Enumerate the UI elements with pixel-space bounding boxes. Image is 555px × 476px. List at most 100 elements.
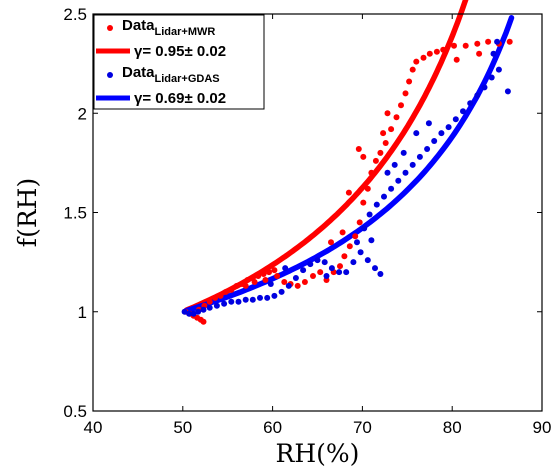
- data-point: [382, 140, 389, 146]
- data-point: [440, 46, 447, 53]
- x-tick-label: 60: [263, 418, 282, 437]
- data-point: [391, 161, 398, 168]
- data-point: [420, 54, 427, 61]
- data-point: [400, 149, 407, 156]
- legend-label-subscript: Lidar+GDAS: [155, 73, 220, 85]
- data-point: [328, 239, 334, 246]
- data-point: [462, 42, 469, 49]
- data-point: [424, 146, 431, 152]
- data-point: [354, 239, 360, 246]
- data-point: [271, 292, 278, 299]
- data-point: [260, 271, 267, 277]
- data-point: [445, 124, 452, 131]
- y-tick-label: 0.5: [63, 402, 87, 421]
- data-point: [300, 267, 307, 274]
- data-point: [402, 90, 409, 97]
- data-point: [341, 253, 348, 260]
- data-point: [294, 282, 301, 289]
- data-point: [242, 296, 249, 303]
- fit-line: [183, 0, 469, 313]
- data-point: [186, 310, 193, 317]
- data-point: [345, 189, 352, 196]
- data-point: [366, 211, 373, 218]
- data-point: [384, 110, 391, 117]
- data-point: [267, 281, 274, 287]
- data-point: [195, 308, 202, 315]
- y-tick-label: 2.5: [63, 5, 87, 24]
- data-point: [476, 50, 483, 57]
- data-point: [409, 66, 416, 73]
- data-point: [352, 233, 359, 240]
- data-point: [364, 185, 371, 192]
- data-point: [328, 265, 335, 272]
- data-point: [213, 302, 220, 309]
- data-point: [317, 269, 324, 276]
- data-point: [221, 300, 228, 307]
- data-point: [398, 102, 404, 109]
- data-point: [452, 116, 459, 123]
- data-point: [425, 120, 432, 127]
- data-point: [262, 277, 269, 283]
- data-point: [323, 273, 330, 279]
- data-point: [402, 169, 409, 176]
- data-point: [495, 66, 502, 73]
- data-point: [181, 308, 188, 315]
- data-point: [274, 273, 281, 279]
- data-point: [249, 296, 256, 303]
- data-point: [264, 294, 271, 301]
- data-point: [395, 177, 402, 184]
- data-point: [481, 84, 488, 91]
- data-point: [212, 294, 219, 301]
- data-point: [431, 138, 438, 144]
- x-tick-label: 40: [84, 418, 103, 437]
- x-tick-label: 80: [443, 418, 462, 437]
- data-point: [485, 38, 492, 45]
- data-point: [490, 50, 497, 57]
- legend-box: [93, 14, 265, 110]
- data-point: [360, 153, 367, 160]
- data-point: [282, 265, 289, 272]
- data-point: [242, 282, 249, 289]
- legend-label: γ= 0.69± 0.02: [134, 90, 226, 107]
- data-point: [337, 263, 343, 270]
- data-point: [206, 304, 213, 311]
- data-point: [285, 282, 292, 289]
- data-point: [388, 185, 395, 192]
- data-point: [307, 261, 314, 268]
- data-point: [233, 282, 240, 289]
- data-point: [200, 306, 207, 313]
- data-point: [380, 130, 387, 137]
- data-point: [360, 199, 367, 206]
- y-tick-label: 2: [78, 104, 87, 123]
- data-point: [377, 271, 384, 277]
- data-point: [190, 310, 197, 317]
- data-point: [271, 267, 278, 274]
- y-tick-label: 1.5: [63, 204, 87, 223]
- data-point: [413, 130, 420, 137]
- legend-label: γ= 0.95± 0.02: [134, 43, 226, 60]
- data-point: [222, 288, 229, 295]
- data-point: [278, 288, 285, 295]
- data-point: [343, 269, 350, 276]
- data-point: [453, 56, 460, 63]
- data-point: [336, 269, 343, 276]
- data-point: [356, 219, 363, 226]
- data-point: [406, 78, 413, 85]
- data-point: [217, 292, 224, 299]
- data-point: [350, 259, 357, 266]
- data-point: [257, 294, 263, 301]
- data-point: [228, 286, 235, 293]
- data-point: [364, 257, 371, 264]
- data-point: [381, 193, 387, 200]
- legend-marker: [107, 72, 113, 78]
- data-point: [413, 58, 420, 65]
- chart-marks: [181, 0, 515, 325]
- data-point: [451, 42, 457, 49]
- data-point: [200, 318, 207, 325]
- data-point: [409, 161, 416, 168]
- data-point: [244, 277, 251, 283]
- data-point: [504, 88, 511, 95]
- data-point: [368, 237, 375, 244]
